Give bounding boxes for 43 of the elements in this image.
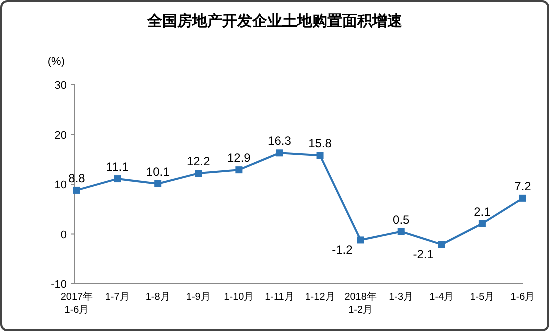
y-tick-label: 10 — [54, 180, 67, 192]
point — [316, 152, 324, 160]
data-label: 16.3 — [268, 134, 292, 148]
chart-title: 全国房地产开发企业土地购置面积增速 — [146, 12, 404, 30]
data-label: -2.1 — [413, 248, 434, 262]
x-tick-label: 2017年 1-6月 — [60, 291, 94, 316]
point — [236, 166, 243, 174]
y-tick-label: 20 — [54, 130, 67, 142]
x-tick-label: 1-8月 — [146, 292, 170, 303]
point — [276, 150, 284, 157]
data-label: 12.2 — [186, 154, 211, 169]
data-label: 11.1 — [106, 160, 130, 174]
y-tick-label: 0 — [60, 229, 67, 242]
data-label: 10.1 — [146, 165, 170, 180]
x-tick-label: 1-6月 — [510, 292, 536, 303]
point — [398, 228, 405, 236]
data-label: 7.2 — [514, 179, 532, 194]
point — [520, 194, 526, 202]
point — [438, 241, 446, 248]
x-tick-label: 1-9月 — [186, 292, 211, 303]
x-tick-label: 1-7月 — [105, 292, 130, 303]
point — [357, 236, 364, 244]
x-tick-label: 2018年 1-2月 — [344, 291, 377, 316]
x-tick-label: 1-4月 — [430, 292, 454, 303]
point — [74, 186, 80, 194]
point — [114, 176, 122, 183]
x-tick-label: 1-5月 — [470, 292, 495, 303]
data-label: 0.5 — [393, 212, 410, 227]
y-axis-title: (%) — [48, 56, 65, 68]
point — [154, 180, 162, 188]
x-tick-label: 1-3月 — [389, 292, 414, 303]
data-label: 12.9 — [228, 151, 252, 166]
data-label: 8.8 — [68, 171, 86, 186]
data-label: 15.8 — [308, 136, 332, 151]
y-tick-label: 30 — [54, 80, 67, 92]
point — [195, 170, 202, 178]
x-tick-label: 1-10月 — [224, 292, 254, 303]
y-tick-label: -10 — [51, 279, 67, 291]
x-tick-label: 1-12月 — [305, 292, 336, 303]
x-tick-label: 1-11月 — [265, 292, 294, 303]
data-label: -1.2 — [332, 243, 354, 258]
point — [478, 220, 486, 228]
data-label: 2.1 — [474, 204, 492, 219]
